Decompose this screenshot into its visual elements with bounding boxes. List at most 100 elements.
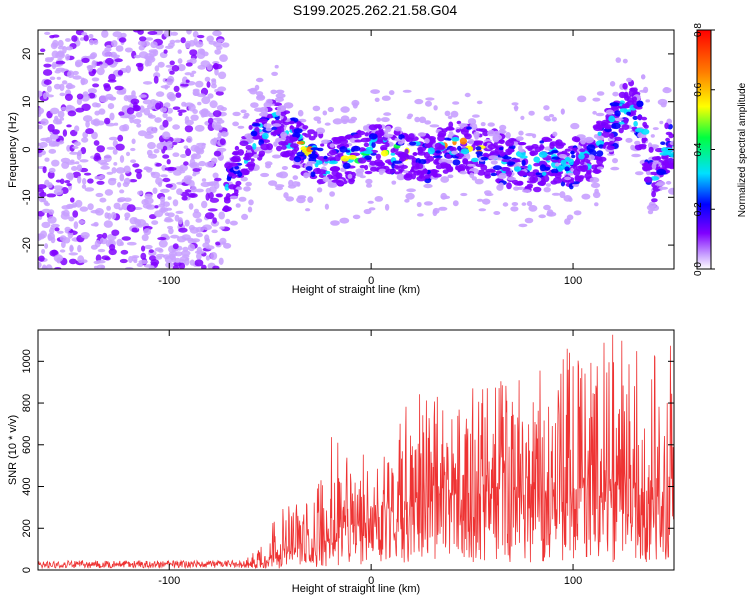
heatmap-cell	[663, 87, 670, 91]
heatmap-cell	[652, 186, 661, 192]
heatmap-cell	[237, 149, 245, 156]
heatmap-cell	[406, 188, 416, 193]
spectrogram-heatmap	[38, 30, 674, 269]
heatmap-cell	[324, 122, 331, 126]
heatmap-cell	[178, 112, 183, 116]
heatmap-cell	[150, 171, 156, 176]
heatmap-cell	[204, 234, 210, 242]
heatmap-cell	[451, 150, 459, 155]
heatmap-cell	[642, 164, 652, 172]
heatmap-cell	[104, 212, 109, 219]
heatmap-cell	[70, 197, 75, 203]
heatmap-cell	[180, 37, 186, 44]
heatmap-cell	[72, 75, 82, 80]
heatmap-cell	[633, 120, 638, 127]
heatmap-cell	[69, 258, 77, 265]
heatmap-cell	[163, 30, 173, 38]
heatmap-cell	[47, 216, 57, 224]
heatmap-cell	[118, 37, 127, 43]
heatmap-cell	[160, 174, 168, 178]
heatmap-cell	[59, 249, 66, 253]
heatmap-cell	[478, 208, 487, 212]
heatmap-cell	[83, 34, 89, 42]
heatmap-cell	[184, 72, 192, 76]
heatmap-cell	[75, 107, 85, 113]
heatmap-cell	[117, 198, 125, 203]
heatmap-cell	[268, 180, 278, 186]
heatmap-cell	[184, 257, 190, 266]
heatmap-cell	[289, 136, 298, 142]
heatmap-cell	[595, 112, 605, 117]
heatmap-cell	[102, 232, 108, 239]
heatmap-cell	[354, 139, 363, 143]
heatmap-cell	[192, 31, 199, 38]
heatmap-cell	[601, 119, 610, 125]
heatmap-cell	[498, 172, 507, 179]
heatmap-cell	[228, 162, 239, 167]
heatmap-cell	[629, 87, 638, 92]
heatmap-cell	[100, 165, 110, 170]
heatmap-cell	[201, 142, 206, 150]
heatmap-cell	[184, 219, 190, 227]
heatmap-cell	[459, 170, 468, 175]
heatmap-cell	[61, 205, 71, 210]
heatmap-cell	[62, 129, 68, 137]
heatmap-cell	[65, 104, 73, 110]
heatmap-cell	[330, 220, 340, 226]
heatmap-cell	[579, 160, 585, 166]
heatmap-cell	[243, 186, 251, 192]
heatmap-cell	[296, 120, 302, 127]
heatmap-cell	[406, 115, 412, 120]
heatmap-cell	[264, 161, 273, 166]
heatmap-cell	[270, 89, 278, 95]
colorbar-tick-label: 0.2	[693, 202, 704, 216]
heatmap-cell	[218, 71, 227, 80]
heatmap-cell	[191, 70, 197, 75]
heatmap-cell	[190, 114, 199, 121]
heatmap-cell	[659, 120, 664, 125]
heatmap-cell	[564, 148, 572, 152]
heatmap-cell	[229, 195, 239, 200]
heatmap-cell	[80, 147, 87, 155]
heatmap-cell	[98, 95, 109, 103]
heatmap-cell	[325, 170, 331, 175]
heatmap-cell	[577, 95, 587, 103]
heatmap-cell	[594, 202, 599, 207]
heatmap-cell	[426, 155, 435, 162]
heatmap-cell	[464, 92, 471, 98]
heatmap-cell	[513, 106, 519, 110]
heatmap-cell	[252, 143, 257, 150]
heatmap-cell	[484, 174, 492, 179]
heatmap-cell	[245, 145, 253, 150]
heatmap-cell	[511, 202, 519, 206]
heatmap-cell	[632, 96, 637, 102]
heatmap-cell	[564, 176, 572, 181]
heatmap-cell	[592, 191, 601, 199]
heatmap-cell	[258, 112, 268, 117]
heatmap-cell	[138, 94, 147, 98]
heatmap-cell	[65, 46, 74, 51]
heatmap-cell	[211, 157, 218, 164]
x-tick-label: 100	[564, 575, 582, 587]
heatmap-cell	[392, 160, 403, 164]
heatmap-cell	[543, 187, 551, 193]
heatmap-cell	[517, 142, 527, 146]
heatmap-cell	[646, 170, 651, 176]
heatmap-cell	[559, 191, 566, 199]
colorbar-label: Normalized spectral amplitude	[737, 82, 748, 217]
heatmap-cell	[656, 181, 666, 186]
heatmap-cell	[449, 146, 457, 152]
heatmap-cell	[277, 105, 286, 112]
heatmap-cell	[76, 97, 82, 105]
heatmap-cell	[165, 183, 173, 188]
heatmap-cell	[210, 252, 218, 260]
heatmap-cell	[347, 173, 353, 179]
heatmap-cell	[381, 95, 391, 101]
heatmap-cell	[64, 180, 71, 184]
heatmap-cell	[101, 30, 109, 38]
heatmap-cell	[425, 100, 432, 107]
heatmap-cell	[296, 151, 305, 157]
heatmap-cell	[230, 156, 239, 163]
heatmap-cell	[224, 183, 230, 191]
heatmap-cell	[551, 149, 559, 154]
